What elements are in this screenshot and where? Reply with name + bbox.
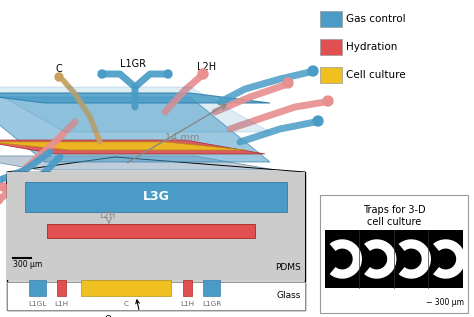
Bar: [47, 224, 255, 238]
Circle shape: [323, 96, 333, 106]
Bar: [183, 280, 192, 296]
Text: C: C: [124, 301, 128, 307]
Text: 14 mm: 14 mm: [165, 133, 200, 143]
Bar: [325, 230, 463, 288]
Text: Hydration: Hydration: [346, 42, 397, 52]
Circle shape: [164, 70, 172, 78]
Bar: [320, 39, 342, 55]
Text: PDMS: PDMS: [275, 263, 301, 273]
Bar: [7, 172, 305, 280]
Bar: [320, 195, 468, 313]
Text: L1GR: L1GR: [120, 59, 146, 69]
Text: L1H: L1H: [55, 301, 69, 307]
Bar: [7, 172, 305, 310]
Circle shape: [308, 66, 318, 76]
Text: L3G: L3G: [26, 192, 45, 202]
Polygon shape: [433, 239, 465, 279]
Bar: [81, 280, 171, 296]
Polygon shape: [0, 93, 270, 103]
Text: L2H: L2H: [198, 62, 217, 72]
Text: L1GR: L1GR: [202, 301, 221, 307]
Circle shape: [0, 194, 3, 204]
Text: cell culture: cell culture: [367, 217, 421, 227]
Text: L1H: L1H: [181, 301, 194, 307]
Text: C: C: [55, 64, 63, 74]
Polygon shape: [0, 97, 270, 162]
Bar: [25, 182, 287, 212]
Bar: [57, 280, 66, 296]
Polygon shape: [0, 87, 270, 132]
Circle shape: [198, 69, 208, 79]
Bar: [320, 67, 342, 83]
Bar: [320, 11, 342, 27]
Bar: [29, 280, 46, 296]
Polygon shape: [0, 140, 265, 154]
Circle shape: [283, 78, 293, 88]
Polygon shape: [329, 239, 362, 279]
Text: L2H: L2H: [99, 211, 115, 220]
Bar: [203, 280, 220, 296]
Polygon shape: [399, 239, 431, 279]
Circle shape: [313, 116, 323, 126]
Polygon shape: [0, 142, 245, 150]
Circle shape: [19, 190, 27, 198]
Text: Cell culture: Cell culture: [346, 70, 406, 80]
Text: Oxygen sensors: Oxygen sensors: [105, 300, 177, 317]
Text: Traps for 3-D: Traps for 3-D: [363, 205, 425, 215]
Text: − 300 μm: − 300 μm: [426, 298, 464, 307]
Text: L1GL: L1GL: [28, 301, 46, 307]
Circle shape: [0, 183, 7, 191]
Bar: [7, 282, 305, 310]
Polygon shape: [0, 156, 275, 170]
Text: 300 µm: 300 µm: [13, 260, 42, 269]
Circle shape: [55, 73, 63, 81]
Text: L1H: L1H: [0, 176, 8, 186]
Polygon shape: [364, 239, 396, 279]
Text: L3G: L3G: [143, 191, 169, 204]
Text: Glass: Glass: [277, 292, 301, 301]
Circle shape: [98, 70, 106, 78]
Text: Gas control: Gas control: [346, 14, 406, 24]
